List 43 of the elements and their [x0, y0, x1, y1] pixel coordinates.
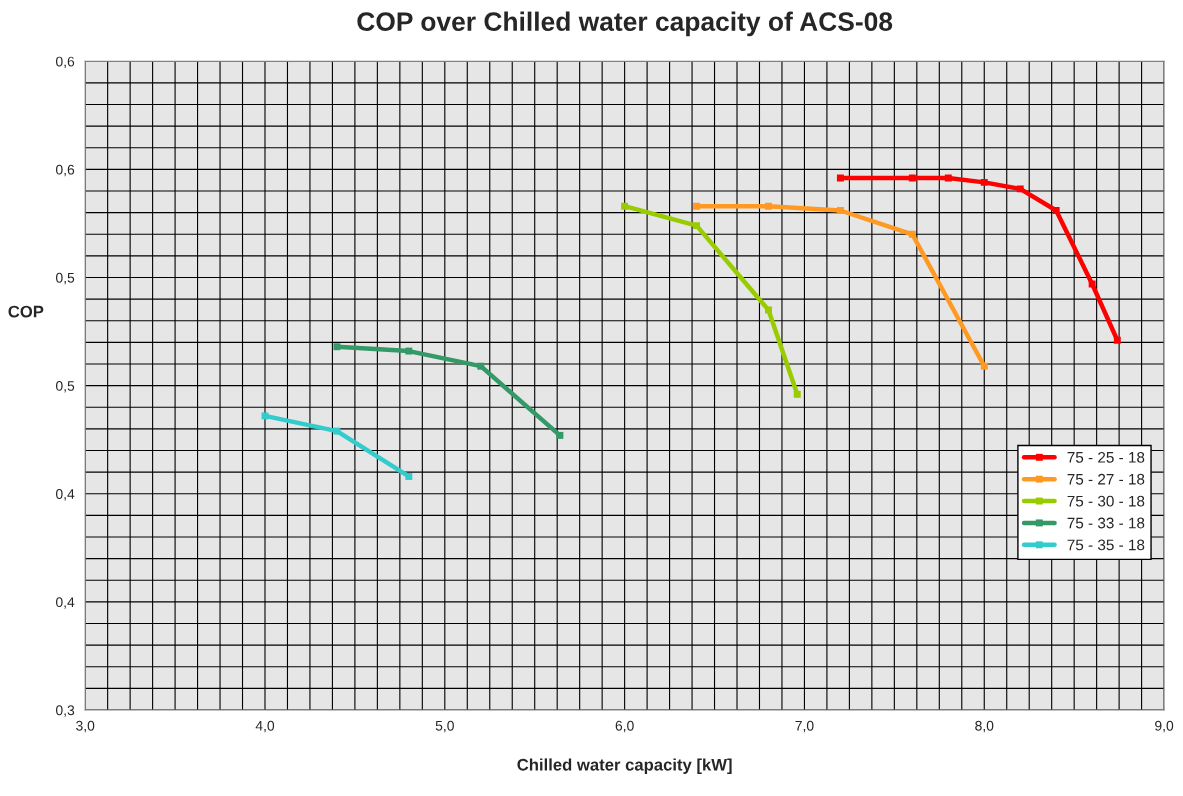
point: [908, 174, 916, 182]
point: [980, 178, 988, 186]
y-tick-label: 0,5: [56, 381, 75, 393]
point: [1016, 185, 1024, 193]
legend-label: 75 - 30 - 18: [1067, 495, 1145, 507]
y-tick-label: 0,3: [56, 705, 75, 717]
legend-label: 75 - 25 - 18: [1067, 451, 1145, 463]
point: [1113, 336, 1121, 344]
x-tick-label: 7,0: [795, 720, 814, 733]
point: [908, 230, 916, 238]
chart-title: COP over Chilled water capacity of ACS-08: [357, 11, 893, 37]
x-tick-label: 6,0: [615, 720, 634, 733]
x-tick-label: 3,0: [76, 720, 95, 733]
point: [477, 362, 485, 370]
point: [621, 202, 629, 210]
point: [1052, 207, 1060, 214]
x-axis-title: Chilled water capacity [kW]: [517, 758, 732, 774]
legend-label: 75 - 27 - 18: [1067, 473, 1145, 485]
x-tick-label: 4,0: [255, 720, 275, 733]
x-tick-label: 5,0: [435, 720, 454, 733]
point: [836, 207, 844, 214]
point: [405, 347, 413, 355]
point: [333, 343, 341, 351]
point: [765, 202, 772, 210]
legend-label: 75 - 33 - 18: [1067, 517, 1145, 529]
point: [333, 427, 341, 435]
point: [405, 473, 413, 480]
point: [693, 222, 701, 230]
point: [836, 174, 844, 182]
point: [793, 390, 801, 398]
y-axis-title: COP: [8, 305, 44, 318]
y-tick-label: 0,4: [56, 489, 75, 501]
x-tick-label: 9,0: [1155, 720, 1174, 733]
x-tick-label: 8,0: [975, 720, 994, 733]
legend-label: 75 - 35 - 18: [1067, 539, 1145, 551]
point: [944, 174, 952, 182]
y-tick-label: 0,4: [56, 597, 75, 609]
y-tick-label: 0,6: [56, 164, 75, 177]
point: [980, 362, 988, 370]
point: [556, 431, 564, 439]
y-tick-label: 0,5: [56, 272, 75, 285]
point: [693, 202, 701, 210]
y-tick-label: 0,6: [56, 56, 75, 69]
